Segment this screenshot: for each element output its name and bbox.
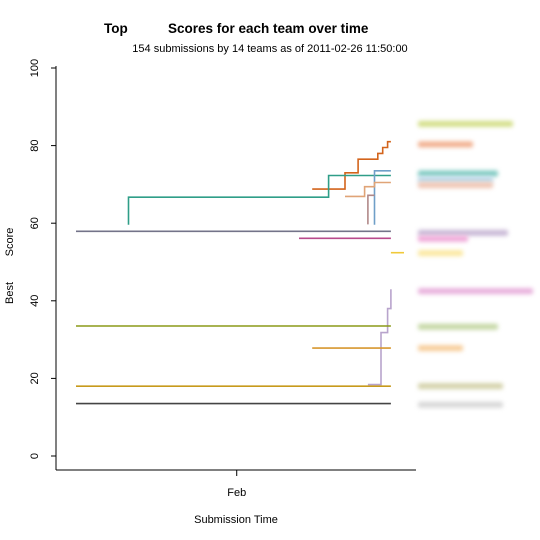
legend-entry [418,120,513,127]
legend [418,120,533,408]
y-tick-label: 20 [29,372,41,384]
y-axis-label: Score [4,228,16,257]
plot-area [55,66,416,471]
legend-entry [418,345,463,352]
y-tick-label: 40 [29,295,41,307]
chart-title-left: Top [104,21,128,36]
chart-title: Scores for each team over time [168,21,369,36]
series-line [367,289,392,386]
series-line [373,170,391,225]
legend-entry [418,288,533,295]
series-line [345,181,391,198]
legend-entry [418,182,493,189]
x-axis-label: Submission Time [194,514,278,526]
y-tick-label: 100 [29,59,41,77]
y-tick-label: 60 [29,217,41,229]
series-line [127,174,391,225]
legend-entry [418,401,503,408]
y-axis-label-secondary: Best [4,282,16,304]
series-line [367,194,375,225]
y-tick-label: 0 [29,453,41,459]
x-tick-label: Feb [227,487,246,499]
axes: 0 20 40 60 80 100 Feb [29,59,246,499]
legend-entry [418,229,508,236]
legend-entry [418,323,498,330]
legend-entry [418,170,498,177]
legend-entry [418,235,468,242]
y-tick-label: 80 [29,139,41,151]
legend-entry [418,176,493,183]
legend-entry [418,383,503,390]
legend-entry [418,141,473,148]
chart-subtitle: 154 submissions by 14 teams as of 2011-0… [132,43,407,55]
series-lines [76,140,404,405]
legend-entry [418,250,463,257]
